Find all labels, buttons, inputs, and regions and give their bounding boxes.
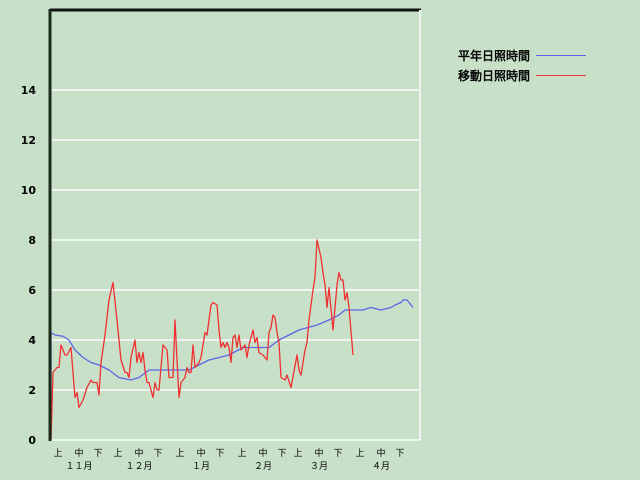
x-period-label: 中 — [74, 447, 83, 459]
y-tick-label: 0 — [28, 434, 36, 447]
x-month-label: １１月 — [65, 461, 92, 472]
x-axis-ticks: 上中下１１月上中下１２月上中下１月上中下２月上中下３月上中下４月 — [53, 447, 404, 472]
legend-item-moving: 移動日照時間 — [458, 67, 587, 84]
series-lines — [50, 239, 414, 441]
x-month-label: ４月 — [372, 461, 390, 472]
x-period-label: 中 — [314, 447, 323, 459]
y-tick-label: 8 — [28, 234, 36, 247]
x-period-label: 上 — [293, 448, 302, 459]
x-period-label: 上 — [355, 448, 364, 459]
x-month-label: ２月 — [254, 461, 272, 472]
x-period-label: 下 — [333, 449, 342, 459]
y-tick-label: 4 — [28, 334, 36, 347]
x-period-label: 上 — [237, 448, 246, 459]
x-period-label: 下 — [395, 449, 404, 459]
gridlines — [51, 89, 420, 441]
x-period-label: 下 — [215, 449, 224, 459]
legend-swatch-red — [536, 75, 587, 76]
x-period-label: 下 — [277, 449, 286, 459]
normal-sunshine-line — [50, 299, 414, 440]
y-tick-label: 6 — [28, 284, 36, 297]
legend-label: 平年日照時間 — [458, 49, 531, 63]
x-period-label: 下 — [93, 449, 102, 459]
moving-sunshine-line — [50, 239, 354, 441]
y-tick-label: 2 — [28, 384, 36, 397]
x-period-label: 上 — [175, 448, 184, 459]
x-period-label: 中 — [376, 447, 385, 459]
legend-label: 移動日照時間 — [458, 69, 531, 83]
x-period-label: 上 — [53, 448, 62, 459]
x-period-label: 下 — [153, 449, 162, 459]
x-period-label: 中 — [258, 447, 267, 459]
y-tick-label: 12 — [21, 134, 36, 147]
y-tick-label: 14 — [21, 84, 37, 97]
x-month-label: ３月 — [310, 461, 328, 472]
x-period-label: 中 — [134, 447, 143, 459]
y-axis-ticks: 0 2 4 6 8 10 12 14 — [21, 84, 37, 447]
y-tick-label: 10 — [21, 184, 37, 197]
x-period-label: 中 — [196, 447, 205, 459]
legend-swatch-blue — [536, 55, 587, 56]
x-period-label: 上 — [113, 448, 122, 459]
legend-item-normal: 平年日照時間 — [458, 47, 587, 64]
x-month-label: １２月 — [125, 461, 152, 472]
x-month-label: １月 — [192, 461, 210, 472]
